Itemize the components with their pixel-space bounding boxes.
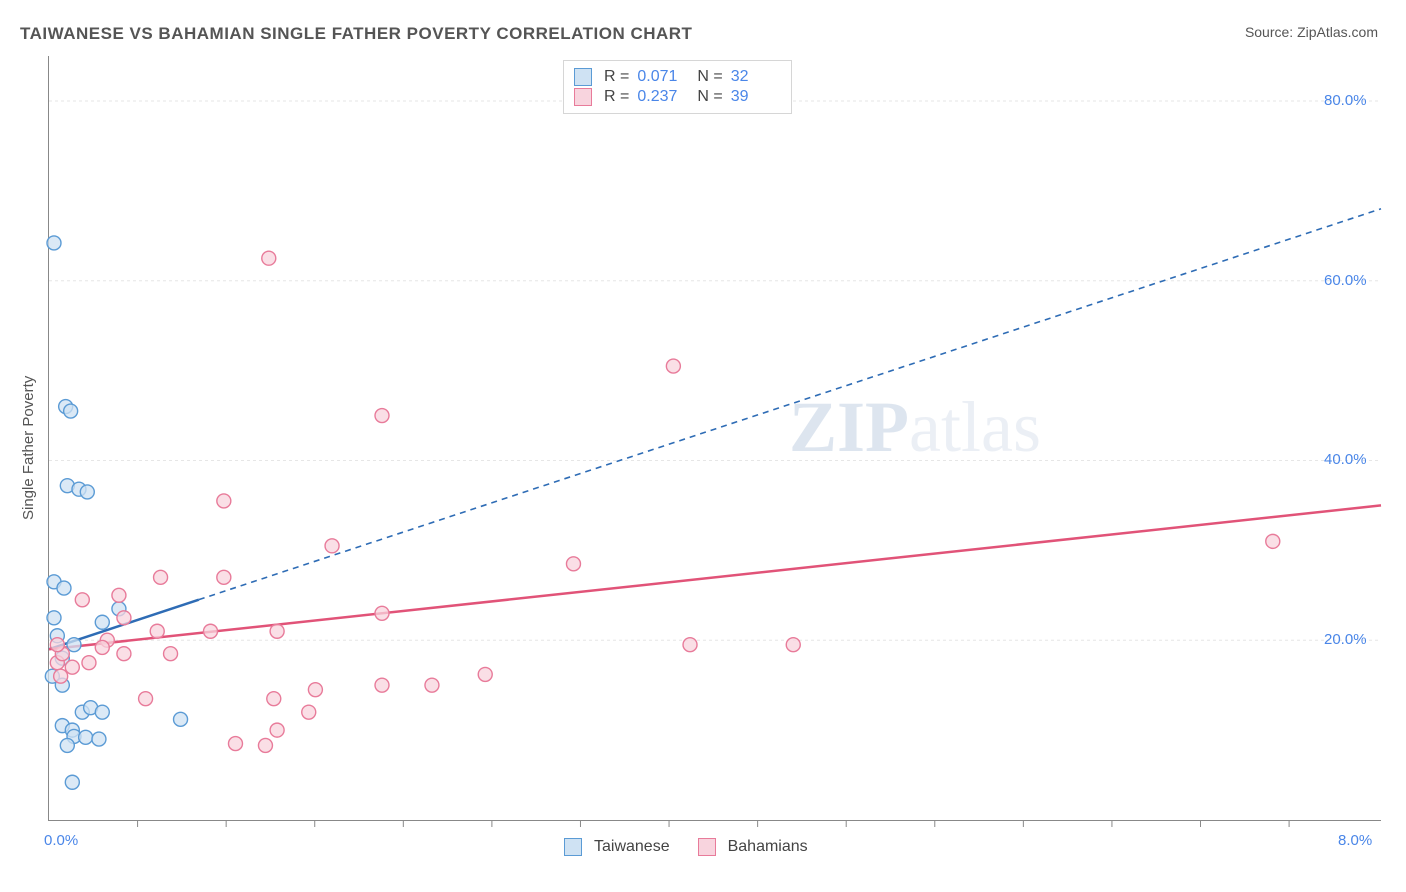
stats-row-bahamians: R = 0.237 N = 39 bbox=[574, 87, 777, 107]
y-tick-label: 80.0% bbox=[1324, 92, 1367, 109]
n-label: N = bbox=[697, 68, 722, 86]
y-tick-label: 60.0% bbox=[1324, 272, 1367, 289]
r-value-bahamians: 0.237 bbox=[637, 88, 683, 106]
swatch-bahamians bbox=[574, 88, 592, 106]
n-value-bahamians: 39 bbox=[731, 88, 777, 106]
legend-item-bahamians: Bahamians bbox=[698, 838, 808, 856]
scatter-plot-svg bbox=[49, 56, 1381, 820]
y-tick-label: 20.0% bbox=[1324, 631, 1367, 648]
r-label: R = bbox=[604, 88, 629, 106]
stats-legend-box: R = 0.071 N = 32 R = 0.237 N = 39 bbox=[563, 60, 792, 114]
y-tick-label: 40.0% bbox=[1324, 451, 1367, 468]
stats-row-taiwanese: R = 0.071 N = 32 bbox=[574, 67, 777, 87]
chart-title: TAIWANESE VS BAHAMIAN SINGLE FATHER POVE… bbox=[20, 24, 692, 44]
swatch-taiwanese bbox=[574, 68, 592, 86]
source-prefix: Source: bbox=[1245, 24, 1297, 40]
n-label: N = bbox=[697, 88, 722, 106]
swatch-taiwanese bbox=[564, 838, 582, 856]
n-value-taiwanese: 32 bbox=[731, 68, 777, 86]
source-name: ZipAtlas.com bbox=[1297, 24, 1378, 40]
chart-source: Source: ZipAtlas.com bbox=[1245, 24, 1378, 40]
swatch-bahamians bbox=[698, 838, 716, 856]
legend-label-taiwanese: Taiwanese bbox=[594, 838, 670, 856]
legend-label-bahamians: Bahamians bbox=[728, 838, 808, 856]
x-tick-label: 8.0% bbox=[1338, 832, 1372, 849]
legend-item-taiwanese: Taiwanese bbox=[564, 838, 670, 856]
r-value-taiwanese: 0.071 bbox=[637, 68, 683, 86]
bottom-legend: Taiwanese Bahamians bbox=[564, 838, 808, 856]
y-axis-label: Single Father Poverty bbox=[20, 376, 37, 520]
r-label: R = bbox=[604, 68, 629, 86]
plot-area: ZIPatlas R = 0.071 N = 32 R = 0.237 N = … bbox=[48, 56, 1381, 821]
x-tick-label: 0.0% bbox=[44, 832, 78, 849]
